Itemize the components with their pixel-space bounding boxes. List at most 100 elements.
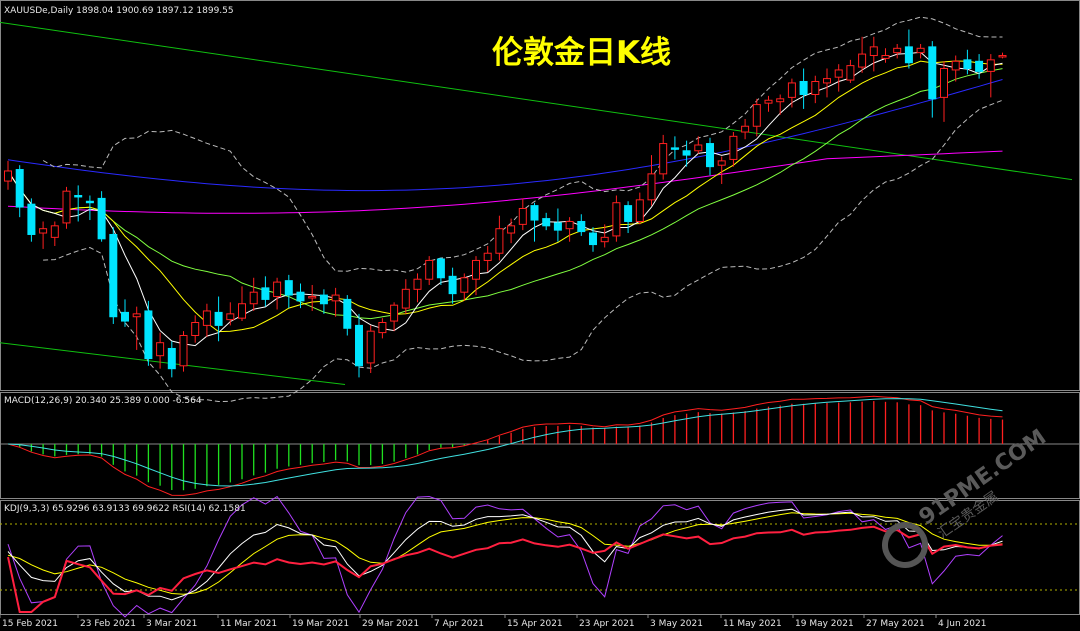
x-tick-label: 29 Mar 2021 bbox=[362, 619, 419, 629]
candles bbox=[4, 29, 1007, 378]
candle-body bbox=[776, 98, 785, 103]
x-axis: 15 Feb 2021 23 Feb 2021 3 Mar 2021 11 Mar 2… bbox=[0, 614, 986, 629]
candle-body bbox=[144, 310, 153, 360]
candle-body bbox=[881, 55, 890, 59]
candle-body bbox=[986, 59, 995, 72]
candle-body bbox=[834, 69, 843, 78]
symbol-header: XAUUSDe,Daily 1898.04 1900.69 1897.12 18… bbox=[4, 6, 234, 16]
kdj-label: KDJ(9,3,3) 65.9296 63.9133 69.9622 RSI(1… bbox=[4, 504, 246, 514]
x-tick-label: 4 Jun 2021 bbox=[938, 619, 986, 629]
candle-body bbox=[156, 342, 165, 357]
candle-body bbox=[647, 173, 656, 201]
candle-body bbox=[495, 228, 504, 254]
kdj-j-line bbox=[7, 495, 1003, 618]
candle-body bbox=[565, 220, 574, 230]
candle-body bbox=[448, 275, 457, 295]
candle-body bbox=[284, 280, 293, 296]
candle-body bbox=[811, 80, 820, 95]
candle-body bbox=[553, 222, 562, 231]
x-tick-label: 15 Feb 2021 bbox=[2, 619, 58, 629]
x-tick-label: 27 May 2021 bbox=[866, 619, 925, 629]
candle-body bbox=[951, 60, 960, 71]
macd-signal-line bbox=[7, 398, 1003, 487]
bollinger-upper bbox=[42, 16, 1003, 273]
candle-body bbox=[121, 311, 129, 322]
candle-body bbox=[343, 298, 352, 329]
candle-body bbox=[682, 150, 691, 156]
candle-body bbox=[413, 278, 422, 290]
ma120-line bbox=[7, 79, 1003, 192]
candle-body bbox=[39, 228, 48, 234]
ma20-line bbox=[7, 68, 1003, 320]
candle-body bbox=[706, 143, 714, 168]
candle-body bbox=[577, 220, 586, 233]
candle-body bbox=[916, 47, 925, 54]
candle-body bbox=[109, 233, 118, 318]
rsi-line bbox=[7, 525, 1003, 613]
watermark-logo-icon bbox=[882, 522, 928, 568]
candle-body bbox=[975, 60, 984, 72]
candle-body bbox=[296, 291, 305, 302]
candle-body bbox=[4, 170, 12, 182]
candle-body bbox=[331, 294, 340, 302]
kdj-d-line bbox=[7, 512, 1003, 595]
candle-body bbox=[378, 322, 387, 334]
candle-body bbox=[928, 46, 937, 100]
candle-body bbox=[799, 80, 808, 95]
candle-body bbox=[741, 125, 750, 133]
candle-body bbox=[483, 252, 492, 261]
candle-body bbox=[612, 202, 621, 237]
x-tick-label: 11 Mar 2021 bbox=[220, 619, 277, 629]
candle-body bbox=[202, 310, 211, 326]
candle-body bbox=[132, 313, 141, 318]
candle-body bbox=[62, 190, 71, 224]
candle-body bbox=[50, 225, 59, 238]
candle-body bbox=[179, 334, 188, 367]
x-tick-label: 15 Apr 2021 bbox=[507, 619, 563, 629]
candle-body bbox=[226, 313, 235, 321]
ma60-line bbox=[7, 150, 1003, 214]
candle-body bbox=[600, 236, 609, 243]
ma10-line bbox=[7, 60, 1003, 333]
candle-body bbox=[319, 294, 328, 305]
candle-body bbox=[530, 205, 539, 221]
candle-body bbox=[940, 68, 948, 98]
candle-body bbox=[436, 258, 445, 279]
candle-body bbox=[542, 218, 551, 227]
chart-title: 伦敦金日K线 bbox=[492, 35, 671, 71]
candle-body bbox=[191, 322, 200, 336]
x-tick-label: 7 Apr 2021 bbox=[434, 619, 484, 629]
x-tick-label: 23 Feb 2021 bbox=[80, 619, 136, 629]
candle-body bbox=[729, 135, 738, 160]
candle-body bbox=[366, 330, 375, 364]
trend-channel-upper bbox=[0, 21, 1073, 181]
candle-body bbox=[823, 78, 831, 84]
macd-label: MACD(12,26,9) 20.340 25.389 0.000 -6.564 bbox=[4, 396, 202, 406]
macd-line bbox=[7, 395, 1003, 496]
candle-body bbox=[85, 200, 94, 204]
candle-body bbox=[507, 225, 516, 234]
candle-body bbox=[308, 296, 317, 299]
candle-body bbox=[694, 144, 703, 152]
candle-body bbox=[460, 277, 469, 293]
candle-body bbox=[472, 259, 480, 280]
candle-body bbox=[752, 104, 761, 127]
x-tick-label: 3 May 2021 bbox=[650, 619, 703, 629]
candle-body bbox=[846, 65, 855, 81]
kdj-k-line bbox=[7, 508, 1003, 601]
candle-body bbox=[659, 143, 668, 175]
bollinger-lower bbox=[43, 99, 1003, 403]
x-tick-label: 3 Mar 2021 bbox=[146, 619, 197, 629]
candle-body bbox=[624, 205, 633, 222]
candle-body bbox=[893, 47, 902, 54]
x-tick-label: 11 May 2021 bbox=[723, 619, 782, 629]
candle-body bbox=[635, 199, 644, 222]
candle-body bbox=[963, 59, 972, 70]
candle-body bbox=[518, 207, 527, 225]
candle-body bbox=[74, 195, 83, 198]
candle-body bbox=[869, 46, 878, 57]
candle-body bbox=[589, 232, 597, 246]
candle-body bbox=[670, 147, 679, 150]
x-tick-label: 23 Apr 2021 bbox=[579, 619, 635, 629]
